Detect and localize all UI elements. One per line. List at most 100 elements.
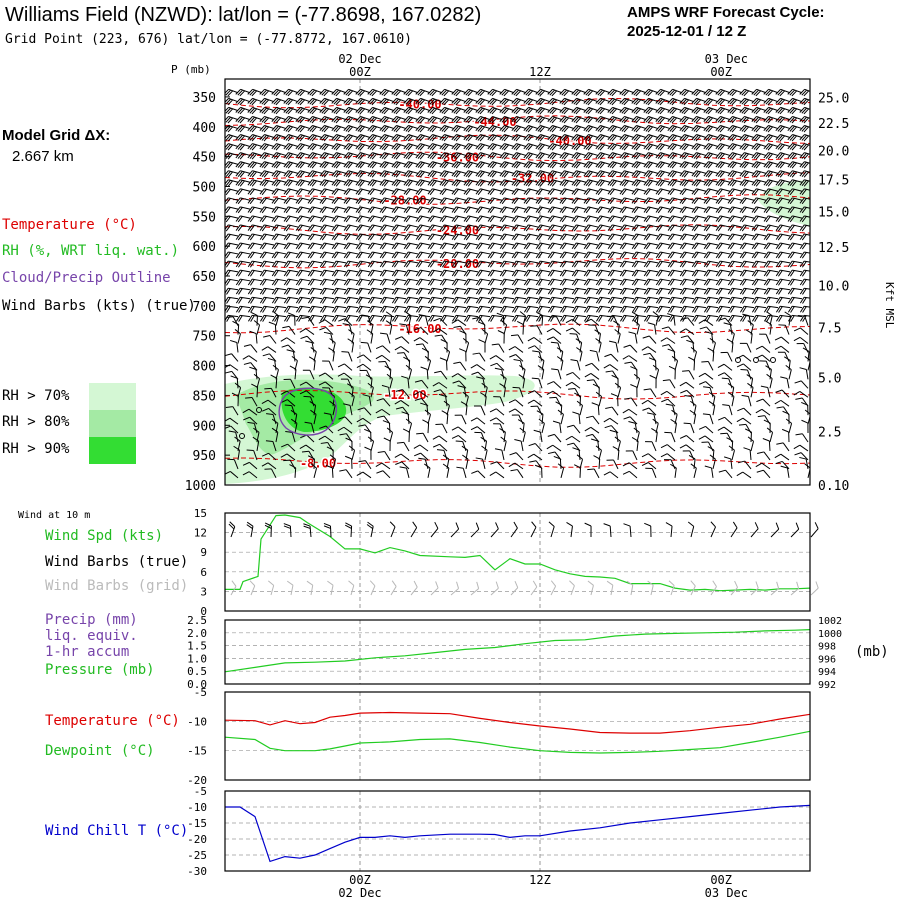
upper-air-wind-barb-flag [250,315,255,322]
upper-air-wind-barb [514,346,524,353]
upper-air-wind-barb-flag [717,252,723,259]
upper-air-wind-barb-flag [298,306,303,313]
upper-air-wind-barb-flag [239,171,245,178]
upper-air-wind-barb-flag [669,152,675,159]
upper-air-wind-barb-flag [249,107,255,114]
upper-air-wind-barb-flag [439,161,445,168]
upper-air-wind-barb-flag [705,243,711,250]
upper-air-wind-barb-flag [599,162,605,169]
upper-air-wind-barb-flag [655,296,661,304]
upper-air-wind-barb-flag [247,278,253,286]
upper-air-wind-barb-flag [527,337,535,342]
upper-air-wind-barb [712,351,715,362]
upper-air-wind-barb-flag [295,269,301,277]
upper-air-wind-barb-flag [319,306,325,313]
upper-air-wind-barb [400,346,410,353]
upper-air-wind-barb-flag [394,288,399,295]
upper-air-wind-barb-flag [514,288,519,295]
upper-air-wind-barb [476,364,486,371]
upper-air-wind-barb-flag [655,179,661,186]
upper-air-wind-barb-flag [489,161,495,168]
upper-air-wind-barb-flag [777,261,783,268]
upper-air-wind-barb-flag [367,161,373,168]
upper-air-wind-barb-flag [295,206,301,213]
upper-air-wind-barb [731,342,734,353]
upper-air-wind-barb-flag [405,179,411,187]
upper-air-wind-barb-flag [323,99,330,106]
upper-air-wind-barb-flag [299,381,307,386]
upper-air-wind-barb-flag [646,279,651,286]
upper-air-wind-barb-flag [227,171,233,178]
upper-air-wind-barb-flag [285,134,291,141]
upper-air-wind-barb-flag [403,315,409,322]
upper-air-wind-barb-flag [763,315,769,322]
upper-air-wind-barb-flag [347,338,354,343]
upper-air-wind-barb-flag [583,88,589,95]
upper-air-wind-barb-flag [259,315,265,322]
upper-air-wind-barb-flag [331,170,337,177]
upper-air-wind-barb-flag [465,188,471,196]
upper-air-wind-barb-flag [334,288,339,295]
upper-air-wind-barb [655,369,660,380]
upper-air-wind-barb-flag [307,188,313,195]
upper-air-wind-barb-flag [525,170,531,177]
upper-air-wind-barb-flag [355,188,361,195]
upper-air-wind-barb-flag [739,287,745,295]
upper-air-wind-barb-flag [367,296,373,304]
upper-air-wind-barb-flag [693,270,699,277]
upper-air-wind-barb-flag [477,152,483,159]
upper-air-wind-barb-flag [766,279,771,286]
upper-air-wind-barb-flag [631,296,637,304]
upper-air-wind-barb-flag [321,170,327,177]
upper-air-wind-barb-flag [247,116,253,122]
upper-air-wind-barb-flag [635,144,642,151]
upper-air-wind-barb-flag [573,116,579,123]
upper-air-wind-barb-flag [227,108,234,115]
upper-air-wind-barb-flag [763,224,769,231]
upper-air-wind-barb-flag [487,269,493,277]
upper-air-wind-barb-flag [526,306,531,313]
upper-air-wind-barb-flag [670,279,675,286]
upper-air-wind-barb-flag [751,215,757,222]
upper-air-wind-barb-flag [753,161,759,168]
upper-air-wind-barb-flag [727,88,733,95]
upper-air-wind-barb-flag [669,234,675,241]
upper-air-wind-barb-flag [715,315,721,322]
upper-air-wind-barb-flag [679,107,685,113]
upper-air-wind-barb-flag [789,270,795,277]
upper-air-wind-barb-flag [715,125,721,132]
upper-air-wind-barb-flag [333,252,339,259]
upper-air-wind-barb-flag [367,287,373,295]
upper-air-wind-barb-flag [481,329,488,335]
upper-air-wind-barb-flag [321,179,327,187]
upper-air-wind-barb-flag [442,297,447,304]
upper-air-wind-barb-flag [259,98,265,104]
upper-air-wind-barb-flag [335,153,342,160]
upper-air-wind-barb-flag [547,161,553,168]
upper-air-wind-barb [536,325,543,335]
upper-air-wind-barb-flag [297,234,303,241]
upper-air-wind-barb-flag [693,89,700,96]
upper-air-wind-barb-flag [395,126,402,133]
upper-air-wind-barb-flag [441,107,447,114]
upper-air-wind-barb-flag [715,197,721,204]
upper-air-wind-barb-flag [307,278,313,286]
upper-air-wind-barb-flag [499,287,505,295]
upper-air-wind-barb-flag [645,216,651,223]
upper-air-wind-barb-flag [477,98,484,105]
upper-air-wind-barb-flag [775,296,781,304]
upper-air-wind-barb-flag [779,153,786,160]
upper-air-wind-barb-flag [537,188,543,196]
upper-air-wind-barb-flag [431,171,437,178]
upper-air-wind-barb-flag [237,198,243,205]
upper-air-wind-barb-flag [571,296,577,304]
upper-air-wind-barb-flag [523,296,529,304]
upper-air-wind-barb-flag [369,179,375,187]
upper-air-wind-barb-flag [707,108,714,115]
upper-air-wind-barb-flag [707,99,714,106]
upper-air-wind-barb-flag [787,306,793,313]
upper-air-wind-barb-flag [609,98,616,105]
upper-air-wind-barb-flag [549,234,555,241]
upper-air-wind-barb-flag [789,252,795,259]
upper-air-wind-barb-flag [527,99,534,106]
